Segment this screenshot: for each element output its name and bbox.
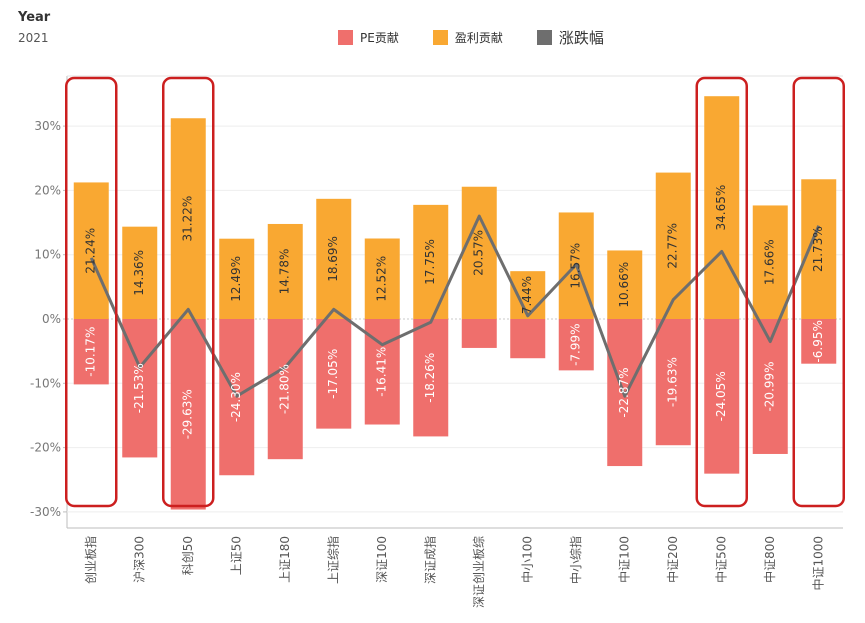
profit-data-label: 21.73%: [811, 226, 825, 272]
profit-data-label: 20.57%: [472, 230, 486, 276]
pe-data-label: -16.41%: [375, 347, 389, 397]
bar-profit: [219, 238, 255, 319]
bar-profit: [122, 226, 158, 319]
profit-data-label: 18.69%: [326, 236, 340, 282]
x-tick-label: 中证500: [713, 536, 728, 583]
x-tick-label: 中证100: [616, 536, 631, 583]
x-tick-label: 中证800: [762, 536, 777, 583]
profit-data-label: 12.52%: [375, 256, 389, 302]
profit-data-label: 17.75%: [423, 239, 437, 285]
bar-profit: [73, 182, 109, 319]
x-tick-label: 科创50: [181, 536, 195, 575]
pe-data-label: -24.30%: [229, 372, 243, 422]
x-tick-label: 创业板指: [83, 536, 98, 584]
x-tick-label: 深证创业板综: [472, 536, 486, 608]
bar-profit: [655, 172, 691, 319]
bar-pe: [73, 319, 109, 385]
change-swatch-icon: [536, 30, 552, 45]
bar-profit: [316, 198, 352, 319]
y-tick-label: 30%: [34, 119, 61, 133]
bar-profit: [267, 223, 303, 319]
pe-data-label: -7.99%: [569, 323, 583, 365]
highlight-box: [162, 76, 215, 508]
bar-profit: [704, 96, 740, 319]
legend-label-pe: PE贡献: [360, 31, 399, 45]
legend-label-profit: 盈利贡献: [454, 31, 503, 45]
profit-swatch-icon: [432, 30, 448, 45]
y-tick-label: -30%: [30, 505, 61, 519]
pe-data-label: -6.95%: [811, 320, 825, 362]
bar-pe: [267, 319, 303, 460]
bar-profit: [364, 238, 400, 319]
bar-pe: [655, 319, 691, 446]
pe-data-label: -20.99%: [763, 361, 777, 411]
bar-profit: [752, 205, 788, 319]
bar-profit: [461, 186, 497, 319]
bar-pe: [316, 319, 352, 429]
pe-data-label: -21.53%: [132, 363, 146, 413]
profit-data-label: 14.36%: [132, 250, 146, 296]
pe-data-label: -21.80%: [278, 364, 292, 414]
bar-profit: [170, 118, 206, 319]
bar-pe: [558, 319, 594, 371]
bar-profit: [607, 250, 643, 319]
x-tick-label: 深证成指: [422, 536, 437, 584]
bar-pe: [170, 319, 206, 510]
profit-data-label: 10.66%: [617, 262, 631, 308]
y-tick-label: -20%: [30, 441, 61, 455]
x-tick-label: 深证100: [375, 536, 389, 583]
pe-data-label: -22.87%: [617, 367, 631, 417]
x-tick-label: 上证180: [278, 536, 292, 583]
profit-data-label: 31.22%: [181, 196, 195, 242]
x-tick-label: 中证200: [665, 536, 680, 583]
x-tick-label: 中小100: [519, 536, 534, 583]
x-tick-label: 中证1000: [810, 536, 825, 591]
pe-data-label: -17.05%: [326, 349, 340, 399]
x-tick-label: 上证综指: [325, 536, 340, 584]
profit-data-label: 12.49%: [229, 256, 243, 302]
profit-data-label: 16.57%: [569, 243, 583, 289]
x-tick-label: 上证50: [229, 536, 243, 575]
legend-label-change: 涨跌幅: [558, 29, 604, 47]
bar-pe: [413, 319, 449, 437]
legend-item-profit[interactable]: 盈利贡献: [432, 29, 503, 46]
profit-data-label: 7.44%: [520, 276, 534, 314]
y-tick-label: 0%: [42, 312, 61, 326]
y-tick-label: -10%: [30, 376, 61, 390]
pe-data-label: -10.17%: [84, 327, 98, 377]
profit-data-label: 14.78%: [278, 249, 292, 295]
profit-data-label: 34.65%: [714, 185, 728, 231]
highlight-box: [65, 76, 118, 508]
profit-data-label: 21.24%: [84, 228, 98, 274]
profit-data-label: 22.77%: [666, 223, 680, 269]
year-filter-value[interactable]: 2021: [18, 31, 49, 45]
pe-data-label: -29.63%: [181, 389, 195, 439]
bar-pe: [704, 319, 740, 474]
legend-item-change[interactable]: 涨跌幅: [536, 27, 604, 48]
pe-data-label: -18.26%: [423, 353, 437, 403]
pe-data-label: -19.63%: [666, 357, 680, 407]
highlight-box: [695, 76, 748, 508]
y-tick-label: 20%: [34, 183, 61, 197]
legend-item-pe[interactable]: PE贡献: [338, 29, 399, 46]
highlight-box: [792, 76, 845, 508]
chart-legend: PE贡献 盈利贡献 涨跌幅: [338, 27, 604, 48]
bar-profit: [801, 179, 837, 319]
x-tick-label: 沪深300: [132, 536, 146, 583]
bar-pe: [461, 319, 497, 348]
y-tick-label: 10%: [34, 248, 61, 262]
bar-pe: [801, 319, 837, 364]
pe-data-label: -24.05%: [714, 371, 728, 421]
year-filter[interactable]: Year 2021: [18, 10, 50, 45]
profit-data-label: 17.66%: [763, 239, 777, 285]
bar-pe: [510, 319, 546, 359]
x-tick-label: 中小综指: [568, 536, 583, 584]
year-filter-label: Year: [18, 10, 51, 25]
pe-swatch-icon: [338, 30, 353, 45]
